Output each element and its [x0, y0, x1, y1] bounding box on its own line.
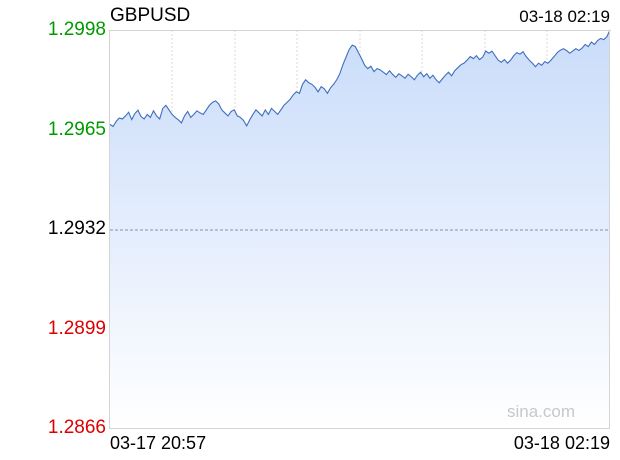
y-tick-label: 1.2998	[47, 19, 106, 40]
x-tick-label-start: 03-17 20:57	[110, 433, 207, 453]
price-area	[110, 30, 610, 428]
chart-title: GBPUSD	[110, 5, 191, 26]
price-line	[109, 29, 611, 128]
x-tick-label-end: 03-18 02:19	[513, 433, 610, 453]
y-tick-label: 1.2866	[47, 417, 106, 438]
timestamp: 03-18 02:19	[519, 7, 610, 26]
y-tick-label: 1.2965	[47, 118, 106, 140]
y-tick-label: 1.2932	[47, 218, 106, 239]
watermark: sina.com	[507, 402, 576, 421]
y-tick-label: 1.2899	[47, 317, 106, 339]
plot-frame	[109, 30, 610, 429]
